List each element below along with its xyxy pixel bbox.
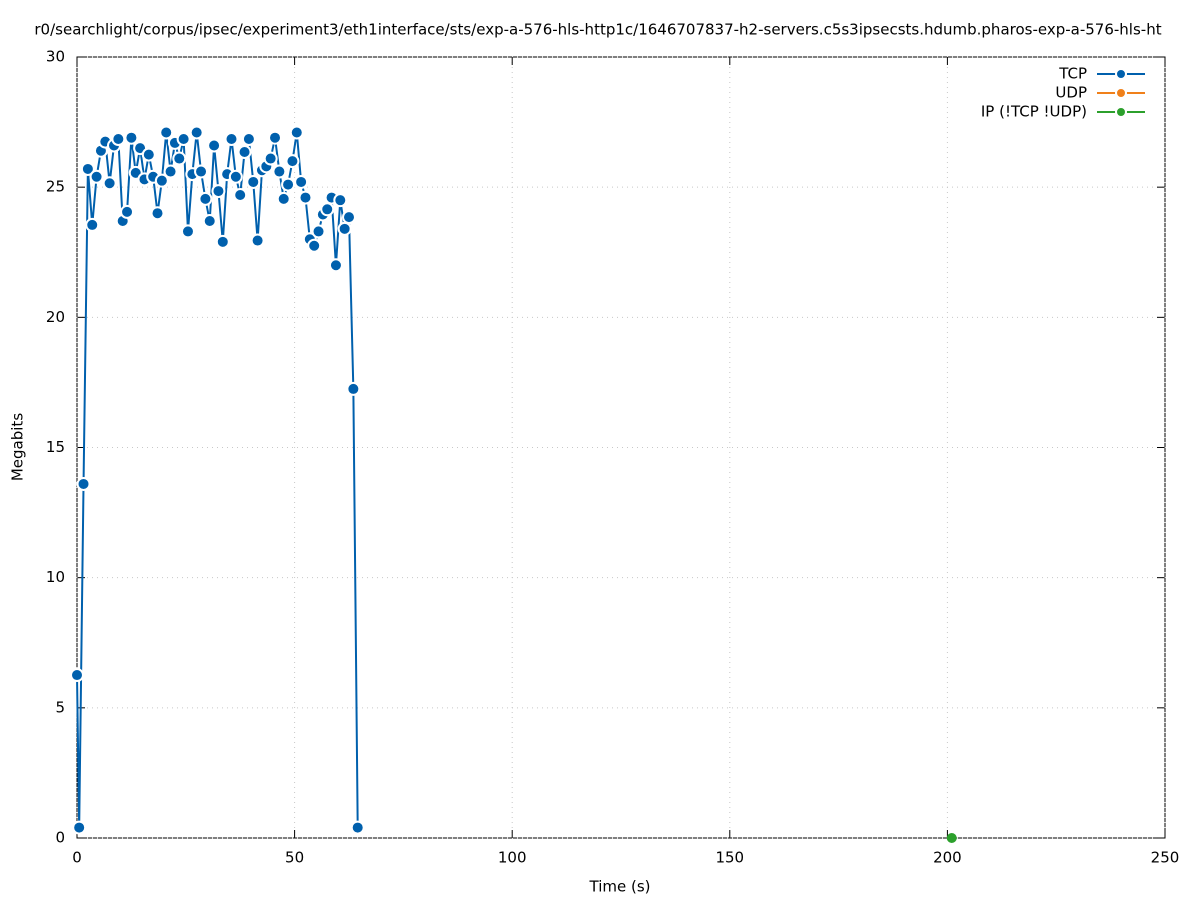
x-tick-label: 50 xyxy=(285,849,304,867)
data-point xyxy=(272,164,287,179)
data-point xyxy=(207,138,222,153)
y-axis-label: Megabits xyxy=(9,413,27,481)
data-point xyxy=(224,132,239,147)
data-point xyxy=(237,145,252,160)
x-tick-label: 100 xyxy=(498,849,527,867)
data-point xyxy=(172,151,187,166)
data-point xyxy=(189,125,204,140)
data-point xyxy=(311,224,326,239)
data-point xyxy=(72,820,87,835)
data-point xyxy=(328,258,343,273)
data-point xyxy=(946,833,957,843)
data-point xyxy=(154,173,169,188)
data-point xyxy=(250,233,265,248)
data-point xyxy=(194,164,209,179)
data-point xyxy=(350,820,365,835)
y-tick-label: 20 xyxy=(46,308,65,326)
data-point xyxy=(124,130,139,145)
data-point xyxy=(263,151,278,166)
data-point xyxy=(159,125,174,140)
data-point xyxy=(150,206,165,221)
data-point xyxy=(233,187,248,202)
data-point xyxy=(180,224,195,239)
data-point xyxy=(198,191,213,206)
data-point xyxy=(85,217,100,232)
y-tick-label: 0 xyxy=(55,829,65,847)
data-point xyxy=(70,668,84,683)
y-tick-label: 25 xyxy=(46,178,65,196)
data-point xyxy=(285,154,300,169)
data-point xyxy=(320,202,335,217)
y-tick-label: 30 xyxy=(46,48,65,66)
data-point xyxy=(298,190,313,205)
legend-label: TCP xyxy=(1058,65,1087,83)
legend-label: IP (!TCP !UDP) xyxy=(981,103,1087,121)
data-point xyxy=(202,214,217,229)
data-point xyxy=(337,221,352,236)
data-point xyxy=(346,381,361,396)
y-tick-label: 15 xyxy=(46,438,65,456)
data-point xyxy=(141,147,156,162)
x-tick-label: 200 xyxy=(933,849,962,867)
data-point xyxy=(211,184,226,199)
y-tick-label: 5 xyxy=(55,698,65,716)
data-point xyxy=(307,238,322,253)
x-tick-label: 150 xyxy=(715,849,744,867)
data-point xyxy=(268,130,283,145)
x-axis-label: Time (s) xyxy=(589,878,651,896)
data-point xyxy=(294,174,309,189)
data-point xyxy=(246,174,261,189)
data-point xyxy=(111,132,126,147)
legend-marker xyxy=(1115,68,1127,80)
data-point xyxy=(228,169,243,184)
data-point xyxy=(76,476,91,491)
data-point xyxy=(241,132,256,147)
data-point xyxy=(215,234,230,249)
data-point xyxy=(333,193,348,208)
data-point xyxy=(342,210,356,225)
y-tick-label: 10 xyxy=(46,568,65,586)
data-point xyxy=(89,169,104,184)
data-point xyxy=(163,164,178,179)
data-point xyxy=(102,176,117,191)
legend-marker xyxy=(1115,87,1127,99)
x-tick-label: 0 xyxy=(72,849,82,867)
legend-label: UDP xyxy=(1055,84,1087,102)
data-point xyxy=(276,191,291,206)
x-tick-label: 250 xyxy=(1151,849,1180,867)
data-point xyxy=(80,161,95,176)
chart-title: r0/searchlight/corpus/ipsec/experiment3/… xyxy=(34,21,1161,39)
data-point xyxy=(120,204,135,219)
legend-marker xyxy=(1115,106,1127,118)
data-point xyxy=(289,125,304,140)
data-point xyxy=(176,132,191,147)
data-point xyxy=(281,177,296,192)
